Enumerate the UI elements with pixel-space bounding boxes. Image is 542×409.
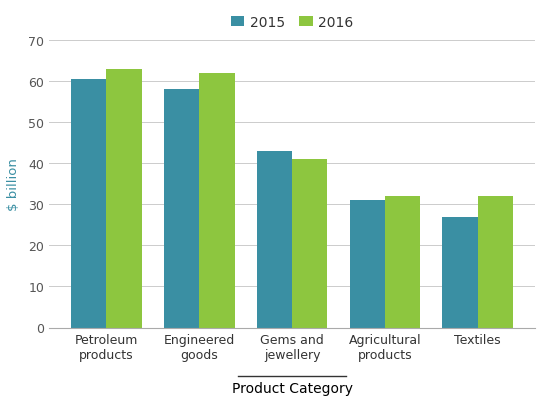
Bar [385, 197, 420, 328]
Legend: 2015, 2016: 2015, 2016 [225, 11, 359, 36]
Bar [442, 217, 478, 328]
Bar [164, 90, 199, 328]
Text: Product Category: Product Category [231, 381, 353, 395]
Bar [350, 201, 385, 328]
Bar [478, 197, 513, 328]
Bar [292, 160, 327, 328]
Bar [106, 70, 142, 328]
Y-axis label: $ billion: $ billion [7, 158, 20, 211]
Bar [71, 80, 106, 328]
Bar [199, 74, 235, 328]
Bar [257, 152, 292, 328]
